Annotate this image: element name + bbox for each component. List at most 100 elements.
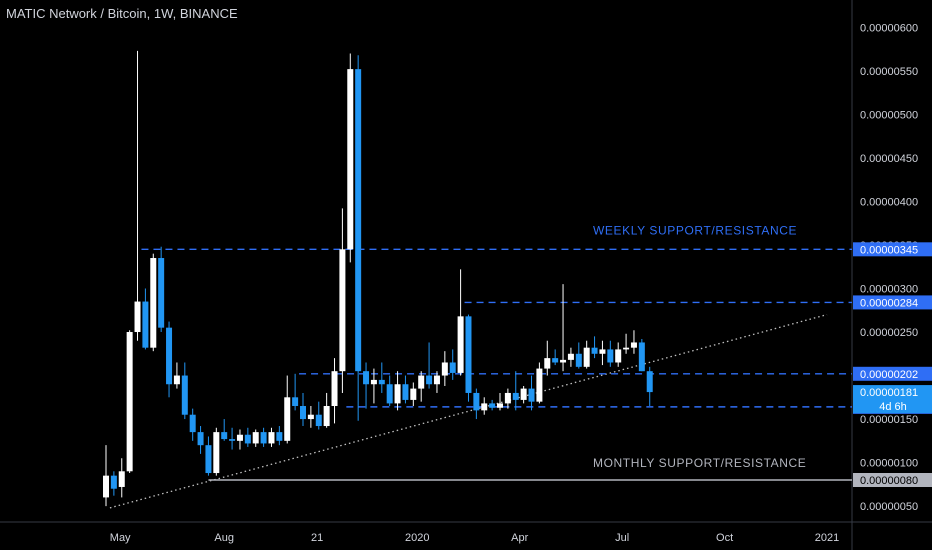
candle-body[interactable] [268,432,275,444]
level-price-label: 0.00000345 [860,244,918,256]
candle-body[interactable] [481,403,488,411]
candle-body[interactable] [386,384,393,404]
candle-body[interactable] [363,371,370,385]
x-tick-label: 2020 [405,532,429,544]
candle-body[interactable] [339,249,346,372]
candle-body[interactable] [331,371,338,407]
candle-body[interactable] [158,258,165,328]
candle-body[interactable] [221,432,228,440]
candle-body[interactable] [638,342,645,372]
candle-body[interactable] [307,414,314,420]
level-price-label: 0.00000284 [860,297,918,309]
candle-body[interactable] [229,439,236,441]
candle-body[interactable] [189,414,196,433]
current-price-tag [853,385,932,414]
weekly-level-price-tag [853,295,932,310]
candle-body[interactable] [110,475,117,489]
candle-body[interactable] [213,432,220,474]
candle-body[interactable] [441,362,448,376]
candle-body[interactable] [473,392,480,411]
candle-body[interactable] [544,358,551,369]
current-price-label: 0.00000181 [860,387,918,399]
candle-body[interactable] [623,347,630,350]
candle-body[interactable] [181,375,188,415]
candle-body[interactable] [166,327,173,385]
y-tick-label: 0.00000400 [860,196,918,208]
x-tick-label: Aug [214,532,234,544]
chart-annotation-text: MONTHLY SUPPORT/RESISTANCE [593,456,806,470]
candle-body[interactable] [378,379,385,385]
candle-body[interactable] [433,375,440,385]
candle-body[interactable] [150,258,157,348]
candle-body[interactable] [512,392,519,400]
y-tick-label: 0.00000300 [860,283,918,295]
x-tick-label: May [110,532,131,544]
candle-body[interactable] [236,434,243,441]
candle-body[interactable] [497,403,503,408]
candle-body[interactable] [370,379,377,385]
level-price-label: 0.00000202 [860,369,918,381]
candle-body[interactable] [292,397,299,407]
candle-body[interactable] [528,388,535,402]
candle-body[interactable] [504,392,511,404]
candle-body[interactable] [126,332,133,472]
x-tick-label: Oct [716,532,733,544]
chart-title: MATIC Network / Bitcoin, 1W, BINANCE [6,6,238,21]
candle-body[interactable] [646,371,653,393]
candle-body[interactable] [134,301,141,333]
y-tick-label: 0.00000450 [860,153,918,165]
candle-body[interactable] [591,347,598,354]
candle-body[interactable] [575,353,582,367]
candle-body[interactable] [418,375,425,389]
x-tick-label: 2021 [815,532,839,544]
candle-body[interactable] [457,316,464,373]
candle-body[interactable] [244,434,251,444]
chart-annotation-text: WEEKLY SUPPORT/RESISTANCE [593,224,797,238]
level-price-label: 0.00000080 [860,475,918,487]
candle-body[interactable] [197,432,204,446]
candle-body[interactable] [260,432,267,444]
weekly-level-price-tag [853,242,932,257]
candle-body[interactable] [630,342,637,348]
candle-body[interactable] [355,69,362,372]
candle-body[interactable] [394,384,401,404]
candle-body[interactable] [347,69,354,250]
candle-body[interactable] [252,432,259,444]
candle-body[interactable] [567,353,574,360]
candle-body[interactable] [583,347,590,367]
x-tick-label: Jul [615,532,629,544]
candle-body[interactable] [103,475,109,498]
candle-body[interactable] [536,368,543,402]
x-tick-label: Apr [511,532,528,544]
candle-body[interactable] [560,359,567,363]
y-tick-label: 0.00000600 [860,22,918,34]
y-tick-label: 0.00000500 [860,109,918,121]
candle-body[interactable] [142,301,149,348]
candle-body[interactable] [449,362,456,373]
candle-body[interactable] [118,471,125,487]
candle-body[interactable] [410,388,417,400]
monthly-level-price-tag [853,473,932,487]
candle-body[interactable] [489,403,496,408]
candle-body[interactable] [426,375,433,385]
y-tick-label: 0.00000150 [860,414,918,426]
candle-body[interactable] [520,388,527,400]
candle-body[interactable] [323,406,330,427]
candle-body[interactable] [552,358,559,363]
candle-body[interactable] [173,375,180,385]
candle-body[interactable] [315,414,322,427]
candle-body[interactable] [300,406,306,420]
y-tick-label: 0.00000550 [860,66,918,78]
y-tick-label: 0.00000050 [860,501,918,513]
x-tick-label: 21 [311,532,323,544]
candle-body[interactable] [284,397,291,441]
candle-body[interactable] [465,316,472,393]
candle-body[interactable] [615,349,622,363]
candle-body[interactable] [599,349,606,354]
y-tick-label: 0.00000250 [860,327,918,339]
candle-body[interactable] [205,445,212,474]
candle-body[interactable] [402,384,409,400]
candle-body[interactable] [607,349,614,363]
candle-body[interactable] [276,432,283,441]
